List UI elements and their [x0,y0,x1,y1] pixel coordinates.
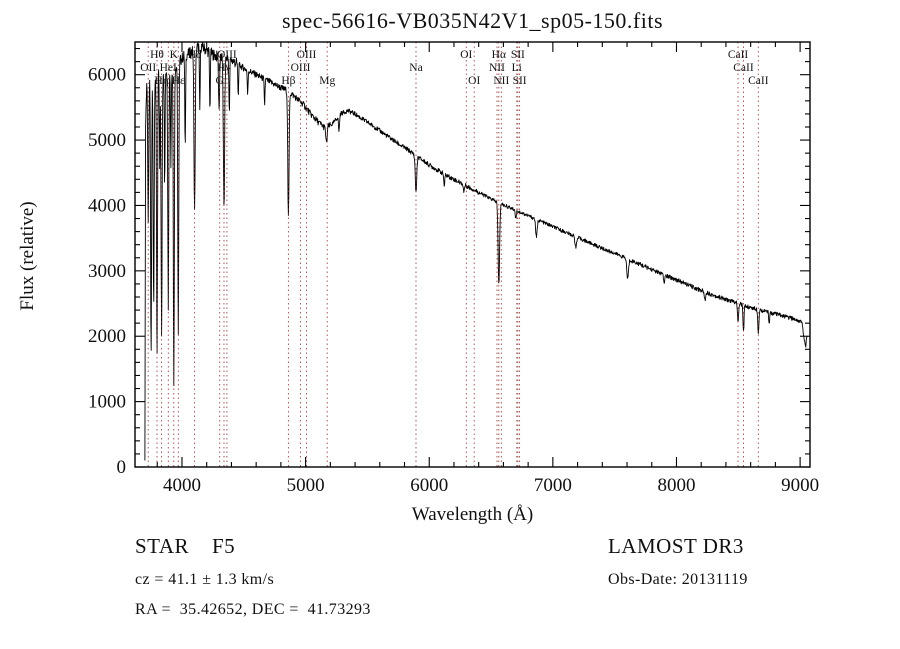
obs-date-text: Obs-Date: 20131119 [608,571,748,588]
cz-text: cz = 41.1 ± 1.3 km/s [135,571,275,588]
y-tick-label: 3000 [88,261,126,282]
y-tick-label: 6000 [88,65,126,86]
spectral-line-label: Li [512,62,522,74]
spectral-line-label: SII [513,75,527,87]
spectral-line-label: G [216,75,224,87]
y-tick-label: 1000 [88,392,126,413]
spectrum-trace [144,41,808,461]
spectral-line-label: Hε [172,75,185,87]
y-tick-label: 5000 [88,130,126,151]
spectral-line-label: Hβ [281,75,295,87]
spectral-line-label: K [170,49,179,61]
spectral-line-label: OIII [217,49,237,61]
spectral-line-label: Hα [492,49,506,61]
spectral-line-label: CaII [748,75,769,87]
spectral-line-label: SII [511,49,525,61]
spectral-line-label: NII [489,62,505,74]
survey-name-text: LAMOST DR3 [608,534,744,558]
radec-text: RA = 35.42652, DEC = 41.73293 [135,601,371,618]
spectral-line-label: Hη [154,75,168,87]
x-tick-label: 6000 [410,475,448,496]
spectral-line-label: Mg [319,75,335,87]
x-axis-label: Wavelength (Å) [411,504,534,525]
spectral-line-label: Na [409,62,422,74]
x-tick-label: 8000 [657,475,695,496]
spectral-line-label: CaII [733,62,754,74]
spectral-line-label: OII [140,62,156,74]
y-tick-label: 4000 [88,195,126,216]
y-tick-label: 2000 [88,326,126,347]
x-tick-label: 4000 [163,475,201,496]
spectral-line-label: CaII [728,49,749,61]
plot-title: spec-56616-VB035N42V1_sp05-150.fits [281,8,664,33]
spectral-line-label: OIII [297,49,317,61]
spectral-line-label: Hγ [217,62,230,74]
spectral-line-label: Hθ [150,49,164,61]
spectral-line-label: OI [460,49,472,61]
spectral-line-label: NII [493,75,509,87]
x-tick-label: 9000 [781,475,819,496]
x-tick-label: 5000 [287,475,325,496]
spectral-line-label: Hδ [188,49,202,61]
spectral-line-label: OI [468,75,480,87]
axis-frame [134,41,811,468]
x-tick-label: 7000 [534,475,572,496]
y-axis-label: Flux (relative) [17,201,38,311]
y-tick-label: 0 [117,457,127,478]
object-class-text: STAR F5 [135,534,236,558]
spectral-line-label: HeI [160,62,177,74]
spectral-line-label: OIII [291,62,311,74]
